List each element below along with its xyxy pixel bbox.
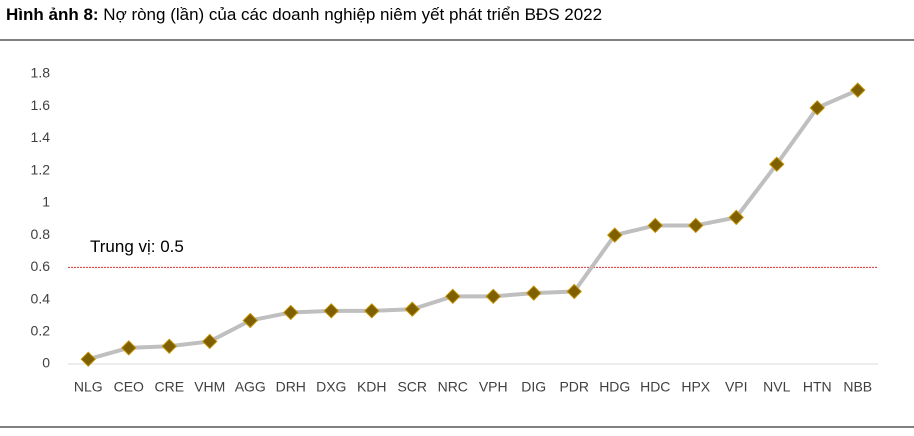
x-tick-label: CRE [154, 379, 184, 395]
y-tick-label: 1.8 [31, 65, 51, 81]
point-marker [242, 312, 258, 329]
point-marker [566, 283, 582, 300]
point-marker [404, 301, 420, 317]
x-tick-label: NLG [74, 379, 103, 395]
point-marker [121, 340, 137, 356]
x-tick-label: HDC [640, 379, 670, 395]
series-line [87, 88, 859, 362]
y-tick-label: 0 [42, 355, 50, 371]
x-tick-label: VPI [725, 379, 748, 395]
point-marker [526, 285, 542, 301]
x-tick-label: PDR [559, 379, 589, 395]
point-marker [445, 288, 461, 305]
x-tick-label: DXG [316, 379, 346, 395]
y-tick-label: 0.8 [31, 226, 51, 242]
x-tick-label: HDG [599, 379, 630, 395]
point-marker [161, 338, 177, 354]
x-tick-label: SCR [397, 379, 427, 395]
y-tick-label: 1.6 [31, 97, 51, 113]
y-tick-label: 0.6 [31, 258, 51, 274]
point-marker [688, 217, 704, 234]
point-marker [647, 217, 663, 234]
point-marker [364, 303, 380, 319]
y-tick-label: 1.2 [31, 161, 51, 177]
chart-title: Hình ảnh 8: Nợ ròng (lần) của các doanh … [6, 5, 602, 24]
point-marker [485, 288, 501, 305]
x-tick-label: NBB [843, 379, 872, 395]
x-tick-label: NRC [438, 379, 468, 395]
point-marker [202, 333, 218, 350]
x-tick-label: VPH [479, 379, 508, 395]
point-marker [728, 209, 744, 226]
point-marker [769, 156, 785, 172]
x-tick-label: AGG [235, 379, 266, 395]
x-tick-label: HPX [681, 379, 710, 395]
y-tick-label: 1 [42, 194, 50, 210]
point-marker [809, 100, 825, 116]
reference-label: Trung vị: 0.5 [90, 237, 184, 256]
point-marker [850, 82, 866, 98]
x-tick-label: CEO [114, 379, 144, 395]
x-tick-label: DIG [521, 379, 546, 395]
x-tick-label: NVL [763, 379, 790, 395]
y-tick-label: 1.4 [31, 129, 51, 145]
point-marker [323, 303, 339, 319]
title-text: Nợ ròng (lần) của các doanh nghiệp niêm … [103, 5, 602, 24]
point-marker [80, 351, 96, 367]
point-marker [283, 304, 299, 321]
x-tick-label: DRH [276, 379, 306, 395]
y-tick-label: 0.4 [31, 290, 51, 306]
title-prefix: Hình ảnh 8: [6, 5, 99, 24]
point-marker [607, 227, 623, 243]
x-tick-label: KDH [357, 379, 387, 395]
x-tick-label: VHM [194, 379, 225, 395]
y-tick-label: 0.2 [31, 322, 51, 338]
x-tick-label: HTN [803, 379, 832, 395]
